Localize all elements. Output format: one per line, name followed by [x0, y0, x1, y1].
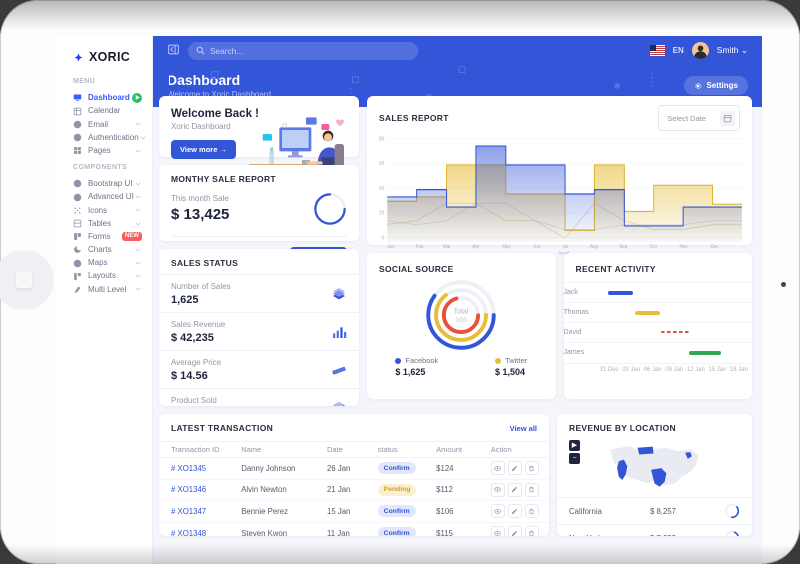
svg-text:Jan: Jan — [387, 244, 395, 250]
svg-text:0: 0 — [382, 235, 385, 241]
svg-text:166: 166 — [455, 317, 467, 324]
svg-text:Sep: Sep — [619, 244, 627, 250]
svg-text:40: 40 — [379, 186, 384, 192]
svg-text:Mar: Mar — [443, 244, 451, 250]
svg-text:Total: Total — [454, 308, 469, 315]
svg-text:Oct: Oct — [650, 244, 658, 250]
svg-text:Aug: Aug — [590, 244, 598, 250]
svg-text:Feb: Feb — [416, 244, 424, 250]
svg-text:Jul: Jul — [563, 244, 569, 250]
svg-text:May: May — [502, 244, 511, 250]
svg-text:80: 80 — [379, 136, 384, 142]
svg-text:Nov: Nov — [680, 244, 689, 250]
svg-text:60: 60 — [379, 161, 384, 167]
svg-text:Dec: Dec — [710, 244, 719, 250]
svg-text:20: 20 — [379, 210, 384, 216]
svg-text:Apr: Apr — [472, 244, 479, 250]
svg-text:Jun: Jun — [533, 244, 541, 250]
